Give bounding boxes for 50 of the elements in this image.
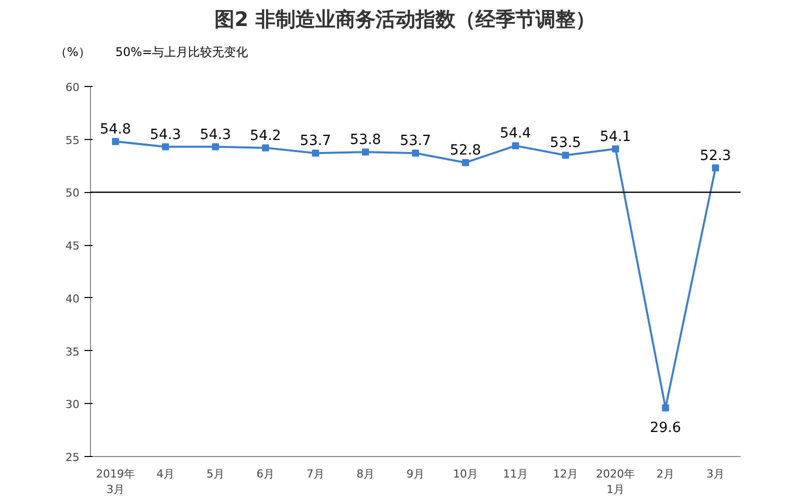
point <box>312 149 319 156</box>
y-tick-label: 50 <box>66 186 80 200</box>
y-tick-label: 55 <box>66 134 80 147</box>
data-label: 53.7 <box>300 132 332 149</box>
data-label: 54.3 <box>150 126 182 142</box>
data-label: 54.3 <box>200 126 232 142</box>
data-label: 54.4 <box>500 125 532 142</box>
point <box>562 151 569 158</box>
x-tick-label: 5月 <box>206 467 224 480</box>
data-label: 53.8 <box>350 132 382 148</box>
y-tick-label: 40 <box>66 292 80 306</box>
point <box>112 138 119 145</box>
x-tick-label: 3月 <box>706 467 724 480</box>
point <box>162 142 169 150</box>
x-tick-label: 7月 <box>306 467 324 480</box>
x-tick-label: 9月 <box>406 467 424 480</box>
point <box>262 144 269 152</box>
data-label: 52.3 <box>700 148 732 164</box>
point <box>412 149 419 156</box>
x-tick-label: 11月 <box>503 467 528 480</box>
point <box>212 142 219 150</box>
chart-title: 图2 非制造业商务活动指数（经季节调整） <box>214 6 596 33</box>
data-label: 54.1 <box>600 128 632 145</box>
data-label: 53.5 <box>550 134 582 151</box>
point <box>612 145 619 152</box>
y-tick-label: 35 <box>66 344 80 358</box>
x-tick-label: 10月 <box>453 467 478 480</box>
data-label: 54.2 <box>250 128 282 144</box>
x-tick-label: 12月 <box>553 467 578 480</box>
point <box>512 142 519 149</box>
y-tick-label: 60 <box>66 80 80 94</box>
data-label: 29.6 <box>650 420 682 436</box>
data-label: 53.7 <box>400 132 432 149</box>
y-tick-label: 30 <box>66 398 80 411</box>
x-tick-label: 8月 <box>356 467 374 480</box>
x-tick-label: 2020年 1月 <box>596 467 636 496</box>
y-axis-title: （%） <box>55 44 90 61</box>
x-tick-label: 2019年 3月 <box>96 467 136 496</box>
y-tick-label: 25 <box>66 450 80 464</box>
point <box>662 404 669 412</box>
x-tick-label: 6月 <box>256 467 274 480</box>
x-tick-label: 2月 <box>656 467 674 480</box>
x-tick-label: 4月 <box>156 467 174 480</box>
y-tick-label: 45 <box>66 239 80 252</box>
point <box>462 158 469 166</box>
point <box>712 164 719 172</box>
point <box>362 148 369 156</box>
data-label: 52.8 <box>450 142 482 158</box>
data-label: 54.8 <box>100 121 132 138</box>
text: 50%=与上月比较无变化 <box>115 44 248 61</box>
